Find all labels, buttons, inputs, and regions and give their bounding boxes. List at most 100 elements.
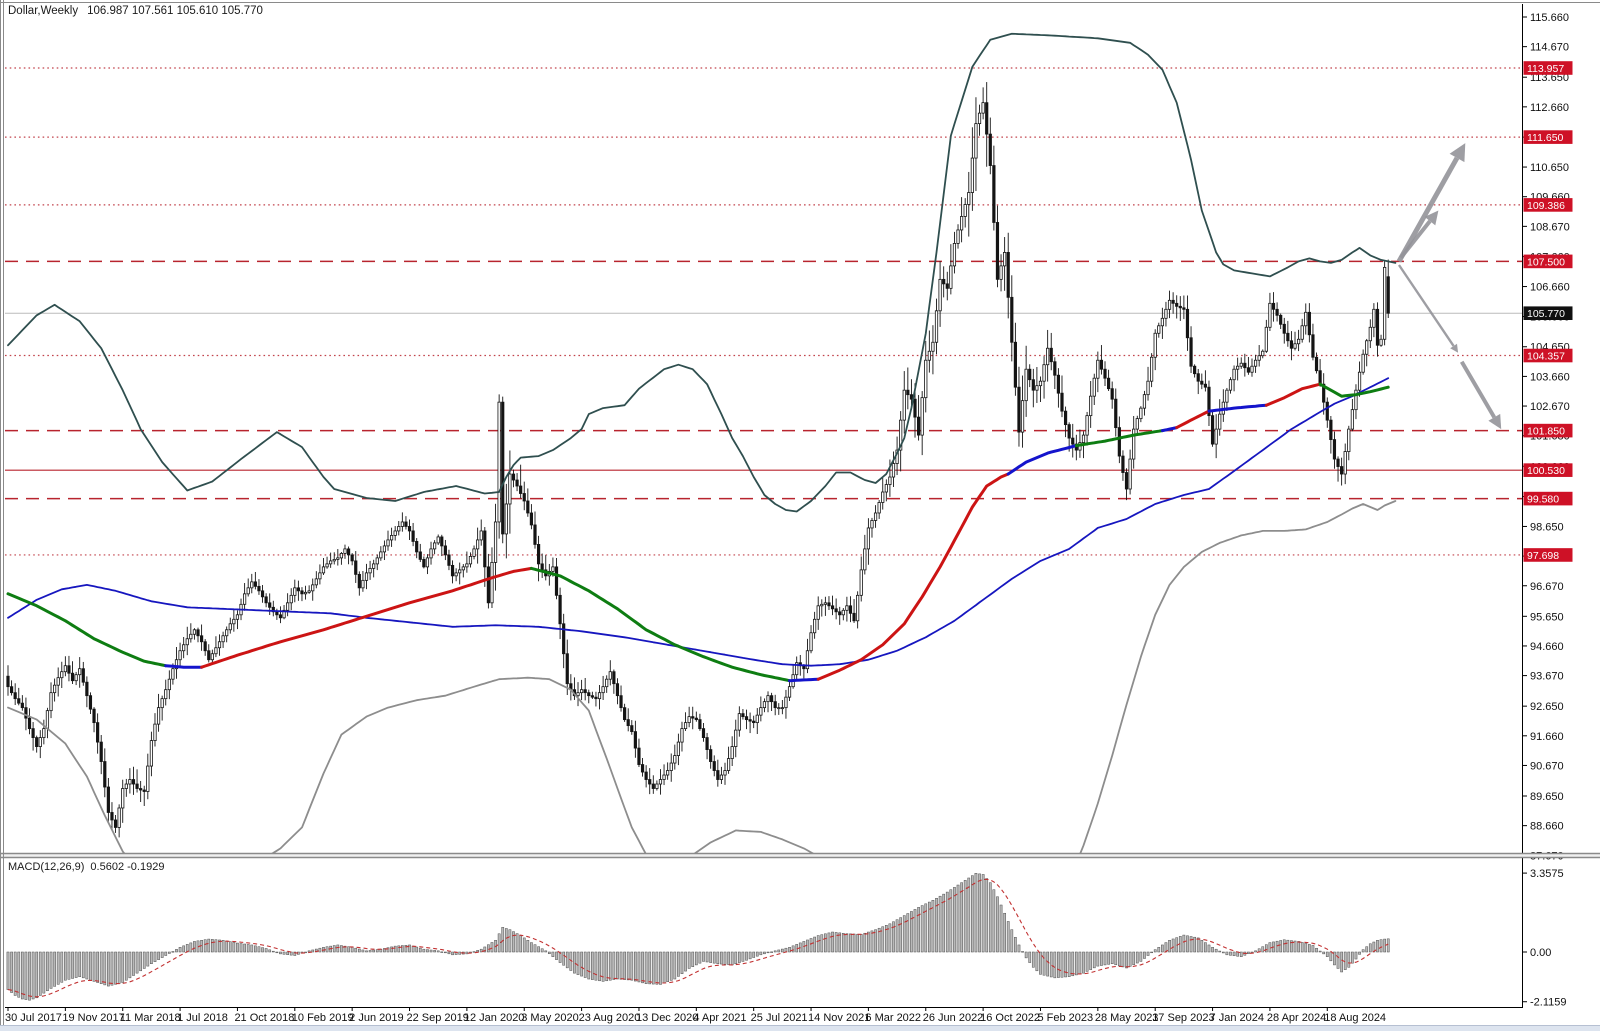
y-tick-label: 110.650 [1530,162,1569,174]
fast-ma-segment-red-2 [200,566,533,669]
y-tick-label: 112.660 [1530,102,1569,114]
x-tick-label: 1 Jul 2018 [177,1012,228,1024]
fast-ma-segment-blue-6 [1006,444,1078,476]
x-tick-label: 5 Feb 2023 [1037,1012,1093,1024]
fast-ma-segment-blue-10 [1207,403,1268,413]
x-tick-label: 6 Mar 2022 [865,1012,921,1024]
x-tick-label: 19 Nov 2017 [62,1012,124,1024]
y-tick-label: 98.650 [1530,521,1564,533]
svg-text:99.580: 99.580 [1527,494,1559,506]
y-tick-label: 91.660 [1530,731,1564,743]
macd-values: 0.5602 -0.1929 [90,861,165,873]
fast-ma-segment-green-12 [1318,382,1390,398]
svg-text:109.386: 109.386 [1527,200,1565,212]
lower-band-line [7,500,1397,853]
x-tick-label: 10 Feb 2019 [292,1012,354,1024]
trend-arrow-3[interactable] [1397,264,1459,353]
macd-panel[interactable] [6,873,1390,1001]
y-tick-label: 88.660 [1530,821,1564,833]
trend-arrow-2[interactable] [1399,210,1439,260]
candles-series [6,82,1390,838]
y-tick-label: 115.660 [1530,12,1569,24]
svg-text:100.530: 100.530 [1527,465,1565,477]
trend-arrow-4[interactable] [1459,360,1502,430]
x-tick-label: 17 Sep 2023 [1152,1012,1214,1024]
upper-band-line [7,32,1397,513]
level-price-tag-111.650: 111.650 [1523,130,1573,144]
y-tick-label: 95.650 [1530,611,1564,623]
level-price-tag-97.698: 97.698 [1523,548,1573,562]
level-price-tag-107.500: 107.500 [1523,254,1573,268]
panel-separator[interactable] [0,853,1600,858]
x-tick-label: 21 Oct 2018 [234,1012,294,1024]
level-price-tag-113.957: 113.957 [1523,61,1573,75]
x-tick-label: 28 Apr 2024 [1267,1012,1326,1024]
trend-arrow-1[interactable] [1396,143,1466,263]
x-tick-label: 16 Oct 2022 [980,1012,1040,1024]
fast-ma-segment-green-7 [1074,429,1164,448]
macd-signal-line [7,878,1389,998]
y-tick-label: 96.670 [1530,581,1564,593]
svg-text:105.770: 105.770 [1527,308,1565,320]
symbol-label: Dollar,Weekly [8,5,79,17]
macd-tick-label: -2.1159 [1530,997,1567,1009]
svg-text:101.850: 101.850 [1527,426,1565,438]
fast-ma-segment-blue-4 [788,677,820,683]
x-tick-label: 26 Jun 2022 [923,1012,984,1024]
y-tick-label: 106.660 [1530,282,1570,294]
x-tick-label: 13 Dec 2020 [636,1012,698,1024]
x-tick-label: 12 Jan 2020 [464,1012,525,1024]
y-tick-label: 93.670 [1530,671,1564,683]
y-tick-label: 103.660 [1530,371,1570,383]
x-tick-label: 11 Mar 2018 [120,1012,181,1024]
svg-text:107.500: 107.500 [1527,256,1565,268]
x-tick-label: 7 Jan 2024 [1210,1012,1264,1024]
price-axis[interactable]: 115.660 114.670 113.650 112.660 111.650 110.6… [1522,4,1573,1009]
svg-text:104.357: 104.357 [1527,351,1565,363]
macd-label: MACD(12,26,9) [8,861,85,873]
macd-tick-label: 0.00 [1530,947,1551,959]
support-resistance-lines[interactable] [5,67,1522,556]
x-tick-label: 30 Jul 2017 [5,1012,62,1024]
fast-ma-segment-red-11 [1264,382,1322,407]
slow-ma-line [7,377,1390,667]
fast-ma-segment-red-9 [1175,409,1211,430]
macd-tick-label: 3.3575 [1530,868,1564,880]
svg-text:111.650: 111.650 [1527,132,1564,144]
level-price-tag-99.580: 99.580 [1523,491,1573,506]
fast-ma-segment-red-5 [816,472,1010,681]
x-tick-label: 18 Aug 2024 [1324,1012,1386,1024]
macd-histogram [6,873,1390,1001]
svg-text:97.698: 97.698 [1527,550,1559,562]
x-tick-label: 14 Nov 2021 [808,1012,870,1024]
level-price-tag-101.850: 101.850 [1523,423,1573,438]
level-price-tag-109.386: 109.386 [1523,198,1573,212]
x-tick-label: 3 May 2020 [521,1012,578,1024]
x-tick-label: 4 Apr 2021 [693,1012,746,1024]
bottom-strip [0,1025,1600,1031]
main-price-panel[interactable] [5,32,1522,953]
trend-projection-arrows[interactable] [1396,143,1502,430]
x-tick-label: 28 May 2023 [1095,1012,1159,1024]
svg-text:113.957: 113.957 [1527,63,1564,75]
x-tick-label: 22 Sep 2019 [407,1012,469,1024]
fast-ma-segment-blue-8 [1160,426,1179,433]
level-price-tag-100.530: 100.530 [1523,463,1573,477]
y-tick-label: 94.660 [1530,641,1564,653]
x-tick-label: 25 Jul 2021 [751,1012,808,1024]
fast-ma-segment-green-0 [6,592,168,668]
macd-indicator-readout: MACD(12,26,9) 0.5602 -0.1929 [8,861,164,873]
y-tick-label: 108.670 [1530,221,1570,233]
fast-ma-segment-green-3 [529,566,791,683]
y-tick-label: 102.670 [1530,401,1570,413]
current-price-tag: 105.770 [1523,306,1573,320]
y-tick-label: 113.650 [1530,72,1569,84]
y-tick-label: 89.650 [1530,791,1564,803]
y-tick-label: 114.670 [1530,42,1569,54]
x-tick-label: 2 Jun 2019 [349,1012,403,1024]
ohlc-values: 106.987 107.561 105.610 105.770 [87,5,263,17]
x-tick-label: 23 Aug 2020 [579,1012,641,1024]
fast-ma-segment-blue-1 [164,664,204,669]
